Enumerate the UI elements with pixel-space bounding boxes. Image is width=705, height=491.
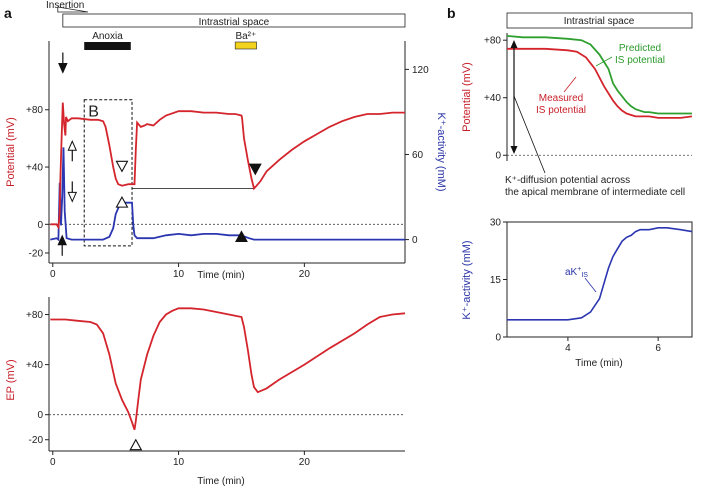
b-top-ylabel: Potential (mV) [461, 62, 473, 132]
a-top-ytick-label: +40 [26, 163, 43, 174]
a-top-y2-ytick-label: 120 [412, 65, 429, 76]
a-bottom-ytick-label: -20 [29, 435, 44, 446]
a-bottom-xtick-label: 0 [50, 457, 56, 468]
insertion-wedge [57, 6, 89, 13]
b-top-ytick-label: +80 [484, 36, 501, 47]
measured-label-1: Measured [539, 93, 583, 104]
marker-filled-up-arrow [57, 234, 67, 246]
b-bottom-xtick-label: 4 [565, 343, 571, 354]
ba-bar [234, 41, 257, 50]
series-line-potential [50, 102, 405, 230]
marker-filled-down-triangle [248, 163, 262, 176]
ak-sup: + [577, 266, 581, 273]
a-top-ylabel: Potential (mV) [5, 117, 17, 187]
ba-label: Ba²⁺ [235, 31, 256, 42]
kdiff-arrowhead-up [510, 40, 518, 48]
a-top-xlabel: Time (min) [197, 270, 244, 281]
ak-main: aK [565, 267, 578, 278]
ak-pointer [584, 277, 597, 293]
panel-a-label: a [4, 5, 12, 21]
a-top-y2-ytick-label: 0 [412, 235, 418, 246]
measured-pointer [563, 76, 577, 93]
predicted-label-1: Predicted [619, 43, 661, 54]
a-top-y2-ytick-label: 60 [412, 150, 424, 161]
anoxia-label: Anoxia [92, 31, 123, 42]
a-top-xtick-label: 10 [173, 269, 185, 280]
b-bottom-ylabel: K⁺-activity (mM) [461, 240, 473, 319]
chart-a-bottom: -20 0 +40 +80 0 10 20 Time (min) EP (mV) [5, 297, 405, 487]
chart-a-top: -20 0 +40 +80 0 60 120 0 10 20 B Time (min) Pot… [5, 41, 447, 281]
b-intrastrial-space-bar [506, 12, 693, 29]
series-line-predicted [507, 35, 692, 115]
insertion-label: Insertion [46, 0, 84, 11]
measured-label-2: IS potential [536, 105, 586, 116]
predicted-label-2: IS potential [615, 55, 665, 66]
dashed-box-b [83, 99, 133, 247]
intrastrial-space-bar-label: Intrastrial space [199, 17, 270, 28]
b-bottom-ytick-label: 0 [495, 333, 501, 344]
panel-b-label: b [447, 5, 456, 21]
kdiff-label-1: K⁺-diffusion potential across [505, 175, 630, 186]
marker-open-down-triangle [115, 160, 129, 173]
anoxia-bar [84, 42, 131, 50]
series-line-ak-is [507, 227, 692, 321]
b-bottom-xlabel: Time (min) [575, 358, 622, 369]
marker-open-up-arrow [67, 140, 78, 151]
b-bottom-xtick-label: 6 [655, 343, 661, 354]
chart-b-top: 0+40+80 Predicted IS potential Measured … [461, 33, 692, 198]
marker-open-up-triangle [129, 438, 143, 451]
ak-is-label: aK+IS [565, 266, 588, 279]
kdiff-pointer [513, 95, 546, 174]
b-bottom-ytick-label: 15 [490, 275, 502, 286]
box-b-label: B [88, 104, 99, 121]
a-bottom-xtick-label: 10 [173, 457, 185, 468]
a-top-xtick-label: 0 [50, 269, 56, 280]
a-top-xtick-label: 20 [299, 269, 311, 280]
b-bottom-ytick-label: 30 [490, 218, 502, 229]
chart-b-bottom: 0 15 30 4 6 aK+IS Time (min) K⁺-activity (m… [461, 218, 693, 369]
b-intrastrial-space-label: Intrastrial space [564, 16, 635, 27]
series-line-measured [507, 47, 692, 119]
a-top-ytick-label: +80 [26, 105, 43, 116]
a-top-ytick-label: 0 [37, 220, 43, 231]
a-bottom-ytick-label: +80 [26, 310, 43, 321]
b-top-ytick-label: +40 [484, 93, 501, 104]
predicted-pointer [595, 56, 613, 67]
a-bottom-ylabel: EP (mV) [5, 359, 17, 400]
series-line-k-activity [50, 147, 405, 242]
marker-filled-up-triangle [235, 230, 248, 243]
a-top-ytick-label: -20 [29, 248, 44, 259]
series-line-ep [50, 307, 405, 430]
marker-open-down-arrow [67, 191, 78, 203]
intrastrial-space-bar [62, 13, 406, 28]
a-bottom-ytick-label: +40 [26, 360, 43, 371]
b-top-ytick-label: 0 [495, 151, 501, 162]
a-bottom-xlabel: Time (min) [197, 476, 244, 487]
kdiff-arrowhead-down [510, 146, 518, 154]
marker-open-up-triangle [115, 195, 129, 208]
marker-filled-down-arrow [58, 63, 68, 74]
a-top-y2label: K⁺-activity (mM) [435, 112, 447, 191]
ak-sub: IS [581, 272, 588, 279]
a-bottom-ytick-label: 0 [37, 410, 43, 421]
a-bottom-xtick-label: 20 [299, 457, 311, 468]
kdiff-label-2: the apical membrane of intermediate cell [505, 187, 685, 198]
